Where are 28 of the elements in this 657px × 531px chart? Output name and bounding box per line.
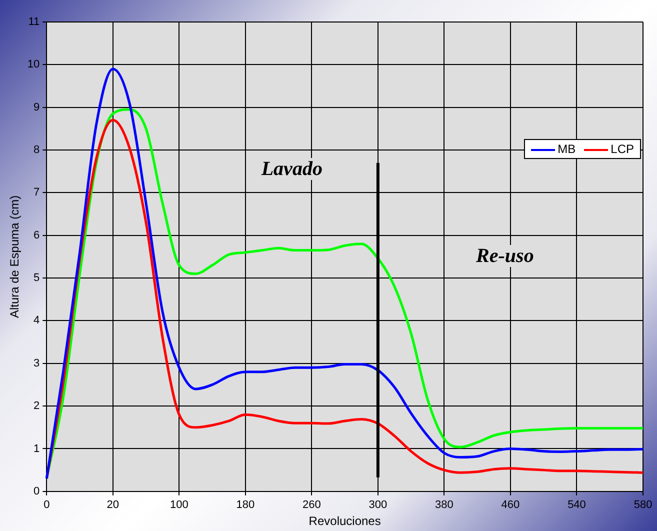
x-tick-label: 0 (44, 499, 50, 512)
y-tick-label: 2 (34, 400, 40, 412)
x-tick-label: 580 (634, 499, 652, 512)
y-tick-label: 7 (34, 186, 40, 199)
x-tick-label: 540 (568, 499, 586, 512)
y-tick-label: 5 (34, 272, 40, 284)
y-tick-label: 0 (34, 485, 40, 498)
legend-label: LCP (610, 142, 634, 156)
x-axis-title: Revoluciones (308, 514, 381, 528)
x-tick-label: 260 (302, 499, 321, 512)
x-tick-label: 180 (236, 499, 255, 512)
y-tick-label: 8 (34, 144, 40, 156)
y-tick-label: 4 (34, 314, 40, 327)
annotation: Lavado (258, 158, 326, 180)
y-tick-label: 1 (34, 442, 40, 455)
x-tick-label: 100 (170, 499, 188, 512)
y-tick-label: 11 (28, 16, 40, 28)
x-tick-label: 380 (435, 499, 454, 512)
annotation: Re-uso (473, 244, 537, 267)
y-axis-title: Altura de Espuma (cm) (8, 195, 22, 318)
y-tick-label: 9 (34, 101, 40, 114)
y-tick-label: 6 (34, 229, 40, 242)
y-tick-label: 3 (34, 357, 40, 370)
y-tick-label: 10 (27, 58, 40, 71)
x-tick-label: 460 (501, 499, 520, 512)
x-tick-label: 300 (368, 499, 388, 512)
legend-label: MB (556, 142, 576, 156)
x-tick-label: 20 (106, 499, 120, 512)
